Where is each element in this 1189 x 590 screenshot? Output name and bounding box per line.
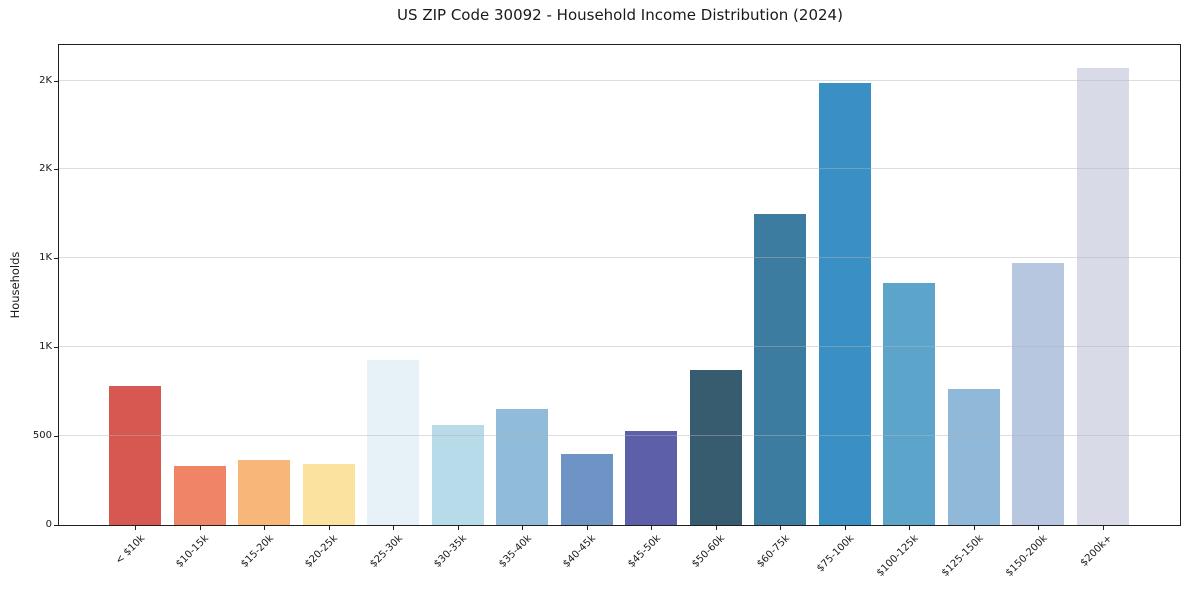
x-tick-label: $20-25k xyxy=(303,533,341,570)
y-tick-label: 500 xyxy=(32,430,52,442)
x-tick-mark xyxy=(199,526,201,530)
y-tick-mark xyxy=(54,347,58,349)
x-tick-mark xyxy=(1038,526,1039,530)
x-tick-label: $35-40k xyxy=(496,533,534,570)
x-tick-label: $125-150k xyxy=(939,533,986,579)
x-tick-mark xyxy=(457,526,459,530)
x-tick-mark xyxy=(264,526,265,530)
bar xyxy=(238,460,290,525)
chart-title: US ZIP Code 30092 - Household Income Dis… xyxy=(397,6,843,24)
x-tick-mark xyxy=(522,526,523,530)
bar xyxy=(883,283,935,525)
bar xyxy=(173,466,226,525)
gridline xyxy=(59,79,1180,81)
bar xyxy=(560,453,613,525)
x-tick-mark xyxy=(586,526,588,530)
x-tick-mark xyxy=(715,526,717,530)
x-tick-mark xyxy=(780,526,781,530)
y-tick-label: 2K xyxy=(39,163,52,175)
x-tick-mark xyxy=(1102,526,1104,530)
y-tick-label: 2K xyxy=(39,74,52,86)
x-tick-label: $100-125k xyxy=(874,533,921,579)
y-tick-mark xyxy=(54,258,58,260)
x-tick-mark xyxy=(973,526,975,530)
y-tick-mark xyxy=(54,436,58,438)
y-tick-mark xyxy=(54,525,58,526)
bar xyxy=(947,389,1000,525)
x-tick-label: $75-100k xyxy=(814,533,857,575)
bar xyxy=(109,386,161,525)
x-tick-label: $45-50k xyxy=(625,533,663,570)
x-tick-mark xyxy=(909,526,910,530)
gridline xyxy=(59,435,1180,437)
x-tick-label: $25-30k xyxy=(367,533,405,570)
bar xyxy=(818,83,871,525)
y-tick-mark xyxy=(54,169,58,171)
bar xyxy=(1076,68,1129,525)
y-tick-label: 1K xyxy=(39,252,52,264)
bar xyxy=(1012,262,1064,525)
x-tick-mark xyxy=(844,526,846,530)
y-tick-label: 1K xyxy=(39,341,52,353)
bar xyxy=(431,425,484,525)
bar xyxy=(496,409,548,525)
bar xyxy=(367,359,419,525)
gridline xyxy=(59,257,1180,259)
x-tick-label: $30-35k xyxy=(432,533,470,570)
x-tick-label: $40-45k xyxy=(561,533,599,570)
x-tick-label: < $10k xyxy=(113,533,147,567)
x-tick-label: $15-20k xyxy=(238,533,276,570)
x-tick-label: $60-75k xyxy=(754,533,792,570)
x-tick-label: $150-200k xyxy=(1003,533,1050,579)
y-tick-mark xyxy=(54,80,58,82)
x-tick-mark xyxy=(393,526,394,530)
bar xyxy=(625,430,677,525)
y-tick-label: 0 xyxy=(45,519,52,530)
x-tick-mark xyxy=(328,526,330,530)
plot-area xyxy=(58,44,1181,526)
x-tick-mark xyxy=(651,526,652,530)
bar xyxy=(754,213,806,525)
x-tick-label: $50-60k xyxy=(690,533,728,570)
bar xyxy=(689,370,742,525)
x-tick-label: $200k+ xyxy=(1078,533,1115,569)
x-tick-label: $10-15k xyxy=(174,533,212,570)
bar xyxy=(302,463,355,525)
gridline xyxy=(59,168,1180,170)
x-tick-mark xyxy=(135,526,136,530)
gridline xyxy=(59,346,1180,348)
